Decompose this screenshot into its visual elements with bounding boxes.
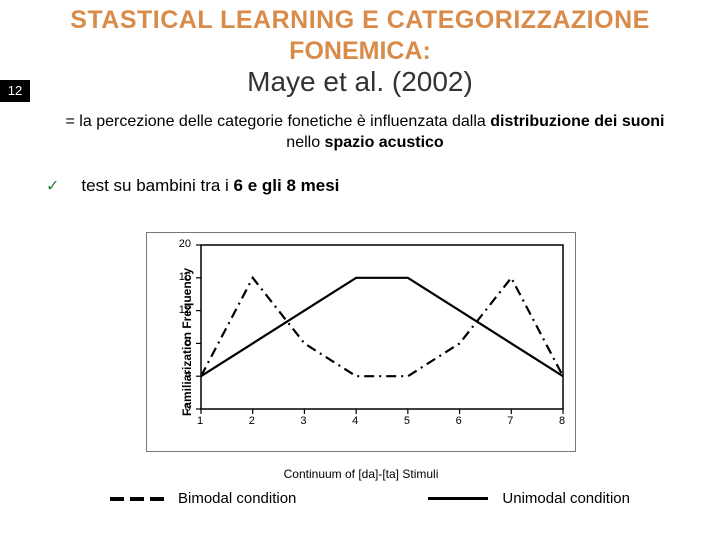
ytick-label: 0 <box>185 402 191 414</box>
dash-sample-icon <box>110 497 164 501</box>
bullet-text: test su bambini tra i 6 e gli 8 mesi <box>81 176 339 196</box>
page-number-badge: 12 <box>0 80 30 102</box>
legend-unimodal-label: Unimodal condition <box>502 490 630 507</box>
subtitle-mid: nello <box>286 134 324 151</box>
solid-sample-icon <box>428 497 488 500</box>
bullet-bold: 6 e gli 8 mesi <box>234 176 340 195</box>
check-icon: ✓ <box>46 176 59 196</box>
xtick-label: 3 <box>300 415 306 427</box>
ytick-label: 8 <box>185 336 191 348</box>
legend-bimodal-label: Bimodal condition <box>178 490 296 507</box>
ytick-label: 20 <box>179 238 191 250</box>
xtick-label: 6 <box>456 415 462 427</box>
chart: Familiarization Frequency 048121620 1234… <box>146 232 576 452</box>
title-block: STASTICAL LEARNING E CATEGORIZZAZIONE FO… <box>0 0 720 98</box>
ytick-label: 4 <box>185 369 191 381</box>
subtitle: = la percezione delle categorie fonetich… <box>50 112 680 154</box>
chart-x-label: Continuum of [da]-[ta] Stimuli <box>147 467 575 481</box>
subtitle-prefix: = la percezione delle categorie fonetich… <box>66 113 491 130</box>
title-line-1: STASTICAL LEARNING E CATEGORIZZAZIONE <box>0 6 720 35</box>
ytick-label: 16 <box>179 271 191 283</box>
xtick-label: 5 <box>404 415 410 427</box>
legend: Bimodal condition Unimodal condition <box>110 490 630 507</box>
subtitle-bold-2: spazio acustico <box>325 134 444 151</box>
xtick-label: 1 <box>197 415 203 427</box>
xtick-label: 7 <box>507 415 513 427</box>
subtitle-bold-1: distribuzione dei suoni <box>490 113 664 130</box>
legend-bimodal: Bimodal condition <box>110 490 296 507</box>
legend-unimodal: Unimodal condition <box>428 490 630 507</box>
bullet-before: test su bambini tra i <box>81 176 233 195</box>
xtick-label: 2 <box>249 415 255 427</box>
bullet-row: ✓ test su bambini tra i 6 e gli 8 mesi <box>46 176 720 196</box>
ytick-label: 12 <box>179 304 191 316</box>
title-line-3: Maye et al. (2002) <box>0 66 720 98</box>
xtick-label: 8 <box>559 415 565 427</box>
title-line-2: FONEMICA: <box>0 37 720 66</box>
xtick-label: 4 <box>352 415 358 427</box>
